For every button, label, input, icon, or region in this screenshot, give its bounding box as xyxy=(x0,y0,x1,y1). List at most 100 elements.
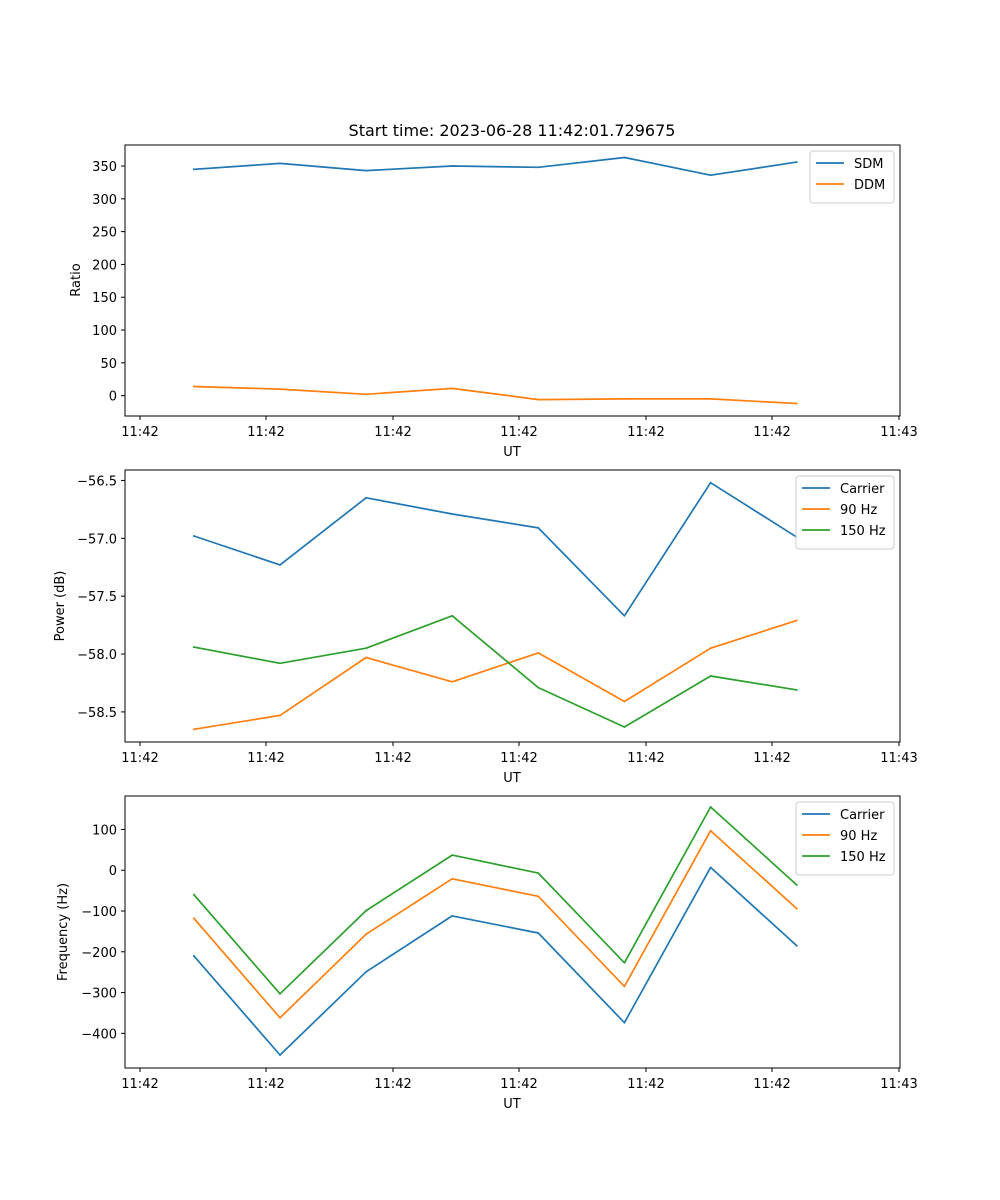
frequency-series-150-hz-point xyxy=(537,872,540,874)
power-x-tick-label: 11:42 xyxy=(500,751,537,766)
frequency-x-tick-label: 11:43 xyxy=(880,1077,917,1092)
power-series-carrier-point xyxy=(193,535,195,537)
power-series-150-hz-point xyxy=(279,662,281,665)
frequency-legend-label-90-hz: 90 Hz xyxy=(840,829,877,844)
ratio-y-axis-label: Ratio xyxy=(69,263,84,296)
power-series-90-hz-point xyxy=(709,647,712,650)
ratio-series-ddm-point xyxy=(451,387,454,390)
frequency-series-90-hz-point xyxy=(279,1016,281,1019)
power-y-tick-label: −58.0 xyxy=(77,648,117,663)
power-series-90-hz-point xyxy=(451,680,454,683)
power-series-carrier-point xyxy=(537,527,540,529)
frequency-series-150-hz-point xyxy=(709,806,712,808)
ratio-x-tick-label: 11:42 xyxy=(374,425,411,440)
ratio-series-ddm-point xyxy=(709,398,712,400)
power-series-90-hz-point xyxy=(279,714,281,717)
power-x-tick-label: 11:43 xyxy=(880,751,917,766)
power-series-carrier-point xyxy=(279,564,281,566)
ratio-y-tick-label: 350 xyxy=(92,160,117,175)
ratio-plot-frame xyxy=(124,144,901,417)
ratio-y-tick-label: 50 xyxy=(100,357,117,372)
power-x-axis-label: UT xyxy=(503,771,521,786)
power-series-carrier-point xyxy=(623,614,626,617)
ratio-x-tick-label: 11:42 xyxy=(121,425,158,440)
power-y-tick-label: −58.5 xyxy=(77,706,117,721)
power-series-150-hz-point xyxy=(623,726,626,728)
power-series-carrier-point xyxy=(709,481,712,484)
frequency-series-90-hz-point xyxy=(451,877,454,880)
ratio-legend-box xyxy=(809,150,895,204)
power-series-150-hz-line xyxy=(192,614,798,728)
frequency-x-tick-label: 11:42 xyxy=(753,1077,790,1092)
ratio-series-sdm-point xyxy=(193,168,195,171)
frequency-y-tick-label: −100 xyxy=(81,905,117,920)
power-series-90-hz-point xyxy=(365,656,367,659)
ratio-series-ddm-point xyxy=(537,398,540,401)
frequency-panel: UT Frequency (Hz) 11:42 11:42 11:42 11:42 11… xyxy=(56,795,918,1112)
power-legend-label-150-hz: 150 Hz xyxy=(840,524,886,539)
power-plot-frame xyxy=(124,469,901,743)
chart-title: Start time: 2023-06-28 11:42:01.729675 xyxy=(349,121,676,140)
frequency-series-carrier-point xyxy=(365,970,367,973)
frequency-series-carrier-line xyxy=(192,866,798,1056)
frequency-series-90-hz-point xyxy=(537,895,540,898)
frequency-x-tick-label: 11:42 xyxy=(374,1077,411,1092)
ratio-series-ddm-point xyxy=(365,393,367,396)
frequency-series-carrier-point xyxy=(537,932,540,934)
frequency-x-tick-label: 11:42 xyxy=(500,1077,537,1092)
ratio-series-sdm-point xyxy=(451,165,454,167)
frequency-series-carrier-point xyxy=(451,915,454,917)
frequency-y-tick-label: −300 xyxy=(81,987,117,1002)
ratio-x-tick-label: 11:43 xyxy=(880,425,917,440)
power-x-tick-label: 11:42 xyxy=(121,751,158,766)
power-series-90-hz-line xyxy=(192,619,798,731)
frequency-series-90-hz-point xyxy=(709,829,712,832)
frequency-y-tick-label: 100 xyxy=(92,823,117,838)
power-x-tick-label: 11:42 xyxy=(753,751,790,766)
ratio-legend-label-sdm: SDM xyxy=(854,157,883,172)
ratio-y-tick-label: 300 xyxy=(92,193,117,208)
frequency-series-150-hz-point xyxy=(193,893,195,896)
frequency-series-150-hz-line xyxy=(192,806,798,995)
frequency-legend: Carrier 90 Hz 150 Hz xyxy=(795,801,895,876)
power-series-150-hz-point xyxy=(451,614,454,617)
ratio-series-sdm-point xyxy=(623,156,626,159)
power-x-tick-label: 11:42 xyxy=(374,751,411,766)
ratio-y-tick-label: 0 xyxy=(109,390,117,405)
frequency-series-150-hz-point xyxy=(365,909,367,912)
frequency-series-90-hz-line xyxy=(192,829,798,1019)
ratio-series-sdm-point xyxy=(709,174,712,177)
ratio-series-ddm-line xyxy=(193,385,798,405)
frequency-y-tick-label: −400 xyxy=(81,1027,117,1042)
ratio-y-tick-label: 200 xyxy=(92,258,117,273)
frequency-series-150-hz-point xyxy=(795,884,798,886)
frequency-series-150-hz-point xyxy=(623,961,626,964)
ratio-series-ddm-point xyxy=(795,402,798,405)
frequency-legend-label-carrier: Carrier xyxy=(840,808,885,823)
frequency-series-90-hz-point xyxy=(365,933,367,936)
ratio-panel: Start time: 2023-06-28 11:42:01.729675 U… xyxy=(69,121,918,460)
frequency-series-90-hz-point xyxy=(795,907,798,910)
power-series-150-hz-point xyxy=(365,647,367,650)
ratio-x-tick-label: 11:42 xyxy=(753,425,790,440)
power-series-90-hz-point xyxy=(193,728,195,731)
power-x-tick-label: 11:42 xyxy=(627,751,664,766)
ratio-x-axis-label: UT xyxy=(503,445,521,460)
power-series-90-hz-point xyxy=(537,652,540,654)
ratio-x-tick-label: 11:42 xyxy=(247,425,284,440)
frequency-series-carrier-point xyxy=(279,1054,281,1056)
power-series-150-hz-point xyxy=(709,675,712,677)
frequency-series-90-hz-point xyxy=(623,985,626,988)
ratio-series-sdm-point xyxy=(795,161,798,164)
ratio-series-sdm-line xyxy=(192,156,798,177)
frequency-series-carrier-point xyxy=(623,1021,626,1024)
power-series-150-hz-point xyxy=(193,646,195,648)
frequency-series-carrier-point xyxy=(193,955,195,957)
ratio-series-ddm-point xyxy=(623,398,626,400)
frequency-x-tick-label: 11:42 xyxy=(627,1077,664,1092)
frequency-x-tick-label: 11:42 xyxy=(121,1077,158,1092)
frequency-plot-frame xyxy=(124,795,901,1069)
frequency-y-axis-label: Frequency (Hz) xyxy=(56,883,71,981)
frequency-series-150-hz-point xyxy=(279,992,281,995)
